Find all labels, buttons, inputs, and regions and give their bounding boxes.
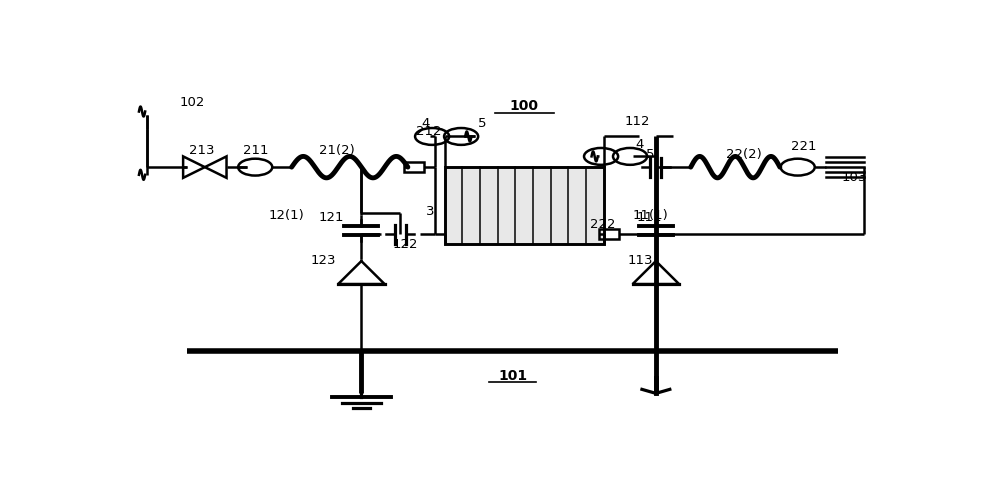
Text: 113: 113 <box>627 254 653 267</box>
Text: 4: 4 <box>421 117 429 130</box>
Text: 213: 213 <box>189 144 214 157</box>
Bar <box>404 162 424 172</box>
Text: 5: 5 <box>478 117 486 130</box>
Text: 21(2): 21(2) <box>319 144 354 157</box>
Bar <box>599 229 619 239</box>
Text: 101: 101 <box>498 369 527 383</box>
Text: 103: 103 <box>842 170 867 184</box>
Text: 4: 4 <box>635 138 643 151</box>
Text: 112: 112 <box>625 115 650 128</box>
Text: 5: 5 <box>646 147 654 160</box>
Text: 111: 111 <box>637 211 662 224</box>
Text: 122: 122 <box>392 238 418 250</box>
Text: 3: 3 <box>426 205 434 218</box>
Text: 123: 123 <box>311 254 336 267</box>
Text: 22(2): 22(2) <box>726 147 761 160</box>
Bar <box>445 167 604 244</box>
Text: 100: 100 <box>510 99 539 113</box>
Text: 102: 102 <box>179 96 205 109</box>
Text: 12(1): 12(1) <box>268 209 304 222</box>
Text: 121: 121 <box>319 211 344 224</box>
Text: 211: 211 <box>243 144 268 157</box>
Text: 222: 222 <box>590 219 616 232</box>
Text: 11(1): 11(1) <box>633 209 668 222</box>
Text: 212: 212 <box>416 124 441 137</box>
Text: 221: 221 <box>792 140 817 153</box>
